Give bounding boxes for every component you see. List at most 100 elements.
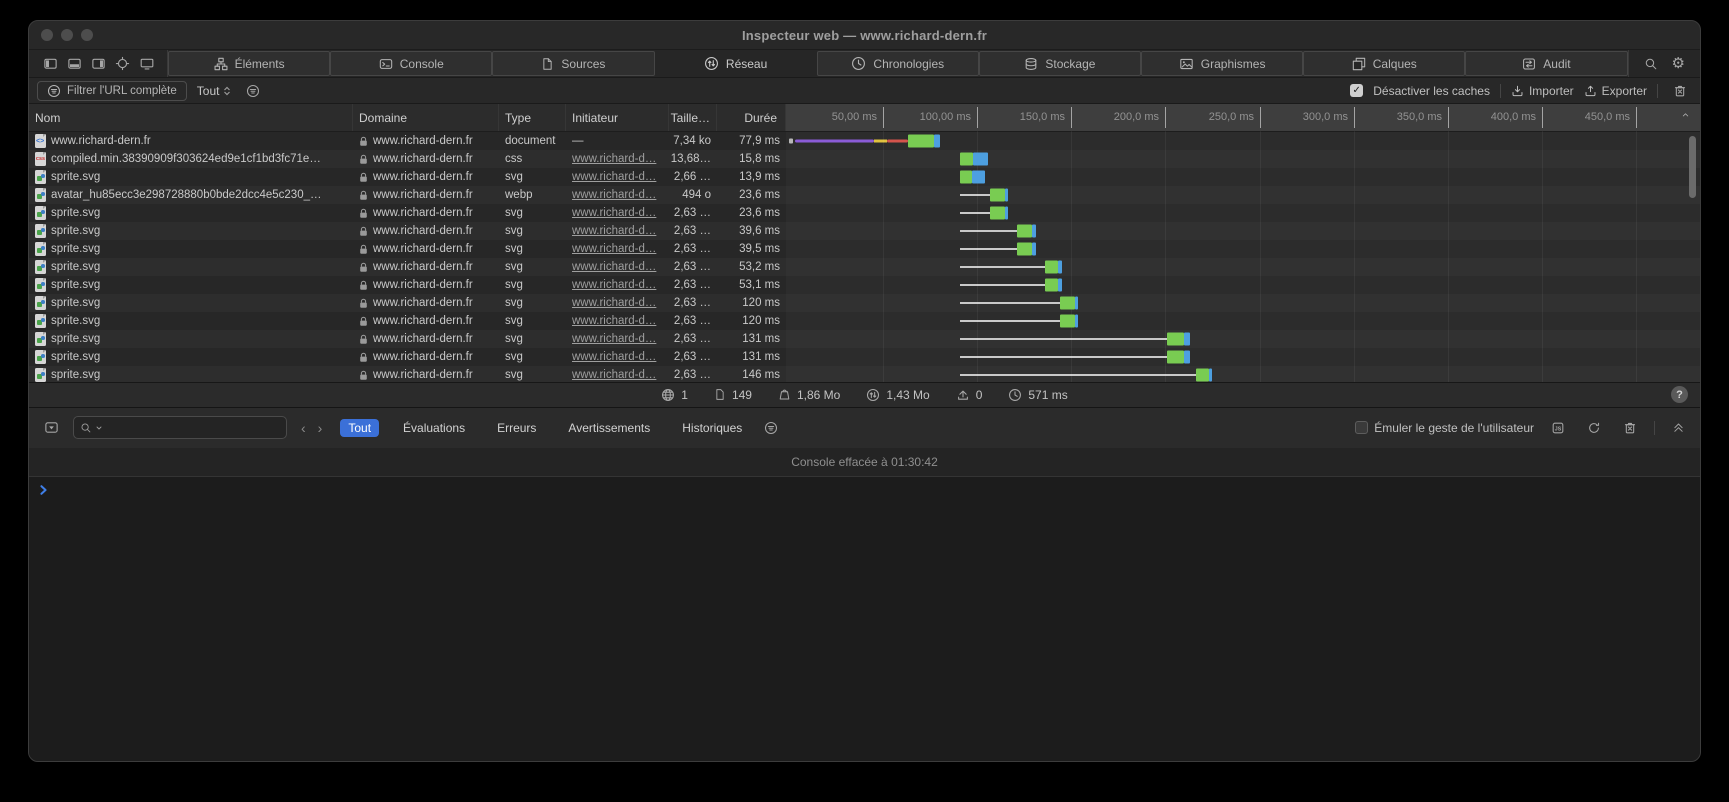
console-scope-evaluations[interactable]: Évaluations — [395, 419, 473, 437]
waterfall-bar[interactable] — [786, 258, 1700, 276]
waterfall-bar[interactable] — [786, 330, 1700, 348]
network-request-row[interactable]: avatar_hu85ecc3e298728880b0bde2dcc4e5c23… — [29, 186, 1700, 204]
network-request-row[interactable]: sprite.svgwww.richard-dern.frsvgwww.rich… — [29, 204, 1700, 222]
request-name-cell[interactable]: <>www.richard-dern.fr — [29, 132, 353, 150]
network-request-row[interactable]: sprite.svgwww.richard-dern.frsvgwww.rich… — [29, 168, 1700, 186]
request-name-cell[interactable]: sprite.svg — [29, 294, 353, 312]
request-name-cell[interactable]: sprite.svg — [29, 276, 353, 294]
tab-sources[interactable]: Sources — [492, 51, 654, 76]
collapse-waterfall-icon[interactable] — [1680, 111, 1691, 119]
tab-chronologies[interactable]: Chronologies — [817, 51, 979, 76]
disable-caches-checkbox[interactable]: ✓ — [1350, 84, 1363, 97]
tab-stockage[interactable]: Stockage — [979, 51, 1141, 76]
column-header-domaine[interactable]: Domaine — [353, 104, 499, 131]
expand-console-icon[interactable] — [1667, 419, 1690, 436]
waterfall-bar[interactable] — [786, 186, 1700, 204]
tab-console[interactable]: Console — [330, 51, 492, 76]
search-icon[interactable] — [1639, 55, 1663, 73]
find-previous-button[interactable]: ‹ — [296, 420, 311, 436]
tab-audit[interactable]: Audit — [1465, 51, 1627, 76]
find-next-button[interactable]: › — [313, 420, 328, 436]
request-name-cell[interactable]: sprite.svg — [29, 240, 353, 258]
waterfall-bar[interactable] — [786, 204, 1700, 222]
dock-left-icon[interactable] — [43, 56, 58, 71]
network-request-row[interactable]: csscompiled.min.38390909f303624ed9e1cf1b… — [29, 150, 1700, 168]
console-scope-erreurs[interactable]: Erreurs — [489, 419, 544, 437]
initiator-link[interactable]: www.richard-d… — [572, 279, 656, 291]
waterfall-bar[interactable] — [786, 132, 1700, 150]
waterfall-bar[interactable] — [786, 348, 1700, 366]
request-name-cell[interactable]: sprite.svg — [29, 204, 353, 222]
request-name-cell[interactable]: sprite.svg — [29, 168, 353, 186]
column-header-initiateur[interactable]: Initiateur — [566, 104, 669, 131]
initiator-link[interactable]: www.richard-d… — [572, 189, 656, 201]
network-request-row[interactable]: sprite.svgwww.richard-dern.frsvgwww.rich… — [29, 222, 1700, 240]
initiator-link[interactable]: www.richard-d… — [572, 351, 656, 363]
reload-icon[interactable] — [1582, 419, 1606, 437]
column-header-duree[interactable]: Durée — [717, 104, 786, 131]
tab-reseau[interactable]: Réseau — [655, 51, 817, 76]
initiator-link[interactable]: www.richard-d… — [572, 171, 656, 183]
filter-circle-icon[interactable] — [759, 419, 783, 437]
waterfall-bar[interactable] — [786, 366, 1700, 382]
trash-icon[interactable] — [1618, 419, 1642, 437]
emulate-user-gesture[interactable]: Émuler le geste de l'utilisateur — [1355, 421, 1534, 435]
trash-icon[interactable] — [1668, 82, 1692, 100]
emulate-user-gesture-checkbox[interactable] — [1355, 421, 1368, 434]
initiator-link[interactable]: www.richard-d… — [572, 243, 656, 255]
console-scope-historiques[interactable]: Historiques — [674, 419, 750, 437]
column-header-type[interactable]: Type — [499, 104, 566, 131]
tab-graphismes[interactable]: Graphismes — [1141, 51, 1303, 76]
waterfall-bar[interactable] — [786, 240, 1700, 258]
minimize-button[interactable] — [61, 29, 73, 41]
gear-icon[interactable]: ⚙ — [1667, 54, 1690, 73]
waterfall-bar[interactable] — [786, 294, 1700, 312]
console-prompt[interactable] — [29, 477, 1700, 762]
url-filter-button[interactable]: Filtrer l'URL complète — [37, 81, 187, 101]
initiator-link[interactable]: www.richard-d… — [572, 207, 656, 219]
console-scope-icon[interactable] — [39, 418, 64, 437]
network-request-row[interactable]: sprite.svgwww.richard-dern.frsvgwww.rich… — [29, 366, 1700, 382]
initiator-link[interactable]: www.richard-d… — [572, 153, 656, 165]
initiator-link[interactable]: www.richard-d… — [572, 297, 656, 309]
request-name-cell[interactable]: sprite.svg — [29, 366, 353, 382]
request-name-cell[interactable]: sprite.svg — [29, 348, 353, 366]
network-request-row[interactable]: sprite.svgwww.richard-dern.frsvgwww.rich… — [29, 348, 1700, 366]
waterfall-bar[interactable] — [786, 222, 1700, 240]
initiator-link[interactable]: www.richard-d… — [572, 315, 656, 327]
network-request-row[interactable]: sprite.svgwww.richard-dern.frsvgwww.rich… — [29, 276, 1700, 294]
initiator-link[interactable]: www.richard-d… — [572, 261, 656, 273]
js-context-icon[interactable]: JS — [1546, 419, 1570, 437]
element-picker-icon[interactable] — [115, 56, 130, 71]
close-button[interactable] — [41, 29, 53, 41]
network-request-row[interactable]: sprite.svgwww.richard-dern.frsvgwww.rich… — [29, 258, 1700, 276]
request-name-cell[interactable]: avatar_hu85ecc3e298728880b0bde2dcc4e5c23… — [29, 186, 353, 204]
network-request-row[interactable]: <>www.richard-dern.frwww.richard-dern.fr… — [29, 132, 1700, 150]
network-request-row[interactable]: sprite.svgwww.richard-dern.frsvgwww.rich… — [29, 294, 1700, 312]
waterfall-bar[interactable] — [786, 312, 1700, 330]
request-name-cell[interactable]: csscompiled.min.38390909f303624ed9e1cf1b… — [29, 150, 353, 168]
resource-scope-select[interactable]: Tout — [197, 84, 232, 98]
device-icon[interactable] — [139, 56, 155, 71]
vertical-scrollbar[interactable] — [1689, 136, 1696, 198]
waterfall-bar[interactable] — [786, 150, 1700, 168]
network-request-row[interactable]: sprite.svgwww.richard-dern.frsvgwww.rich… — [29, 330, 1700, 348]
filter-circle-icon[interactable] — [241, 82, 265, 100]
network-request-row[interactable]: sprite.svgwww.richard-dern.frsvgwww.rich… — [29, 240, 1700, 258]
request-name-cell[interactable]: sprite.svg — [29, 222, 353, 240]
tab-elements[interactable]: Éléments — [168, 51, 330, 76]
request-name-cell[interactable]: sprite.svg — [29, 258, 353, 276]
console-scope-tout[interactable]: Tout — [340, 419, 379, 437]
help-button[interactable]: ? — [1671, 386, 1688, 403]
console-scope-avertissements[interactable]: Avertissements — [560, 419, 658, 437]
initiator-link[interactable]: www.richard-d… — [572, 225, 656, 237]
tab-calques[interactable]: Calques — [1303, 51, 1465, 76]
export-button[interactable]: Exporter — [1584, 84, 1647, 98]
initiator-link[interactable]: www.richard-d… — [572, 369, 656, 381]
dock-right-icon[interactable] — [91, 56, 106, 71]
network-request-row[interactable]: sprite.svgwww.richard-dern.frsvgwww.rich… — [29, 312, 1700, 330]
console-search-input[interactable] — [73, 416, 287, 439]
request-name-cell[interactable]: sprite.svg — [29, 330, 353, 348]
dock-bottom-icon[interactable] — [67, 56, 82, 71]
waterfall-bar[interactable] — [786, 168, 1700, 186]
